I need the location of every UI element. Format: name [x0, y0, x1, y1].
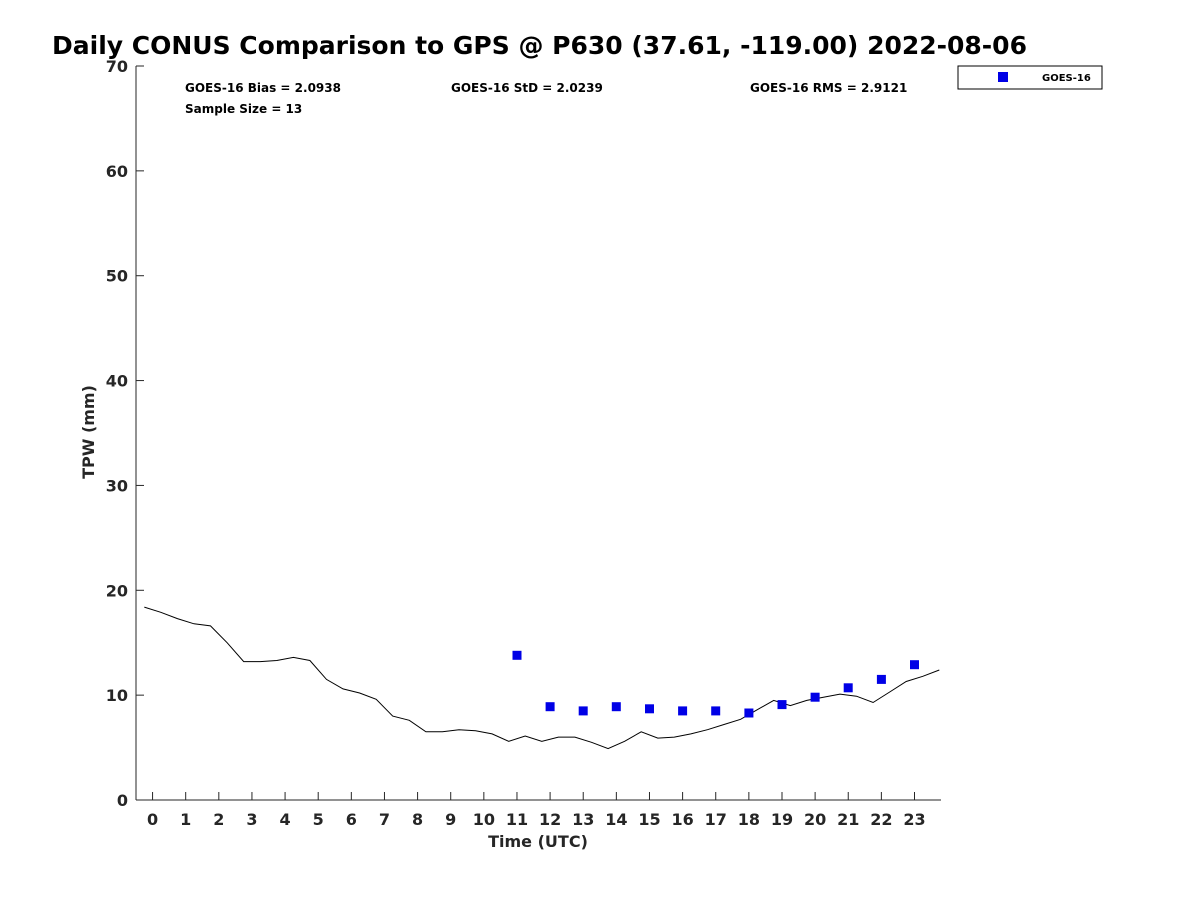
y-tick-label-6: 60	[106, 162, 128, 181]
x-tick-label-14: 14	[605, 810, 627, 829]
gps-tpw-line	[144, 606, 940, 750]
goes16-point-3	[611, 702, 621, 712]
goes16-point-2	[578, 706, 588, 716]
y-tick-label-7: 70	[106, 57, 128, 76]
y-tick-label-0: 0	[117, 791, 128, 810]
chart-title: Daily CONUS Comparison to GPS @ P630 (37…	[52, 31, 1027, 60]
x-tick-label-3: 3	[246, 810, 257, 829]
x-tick-label-7: 7	[379, 810, 390, 829]
y-tick-label-5: 50	[106, 267, 128, 286]
goes16-point-4	[645, 704, 654, 714]
x-tick-label-23: 23	[903, 810, 925, 829]
x-tick-label-11: 11	[506, 810, 528, 829]
y-tick-label-3: 30	[106, 476, 128, 495]
x-tick-label-20: 20	[804, 810, 826, 829]
legend-marker-goes16	[998, 72, 1008, 82]
x-tick-label-1: 1	[180, 810, 191, 829]
goes16-point-11	[876, 674, 886, 684]
goes16-point-8	[777, 700, 787, 710]
stat-bias: GOES-16 Bias = 2.0938	[185, 81, 341, 95]
x-tick-label-2: 2	[213, 810, 224, 829]
x-tick-label-12: 12	[539, 810, 561, 829]
y-axis-label: TPW (mm)	[79, 385, 98, 479]
x-tick-label-0: 0	[147, 810, 158, 829]
goes16-point-9	[810, 692, 820, 702]
x-tick-label-10: 10	[473, 810, 495, 829]
x-tick-label-16: 16	[671, 810, 693, 829]
x-tick-label-9: 9	[445, 810, 456, 829]
x-tick-label-13: 13	[572, 810, 594, 829]
x-tick-label-19: 19	[771, 810, 793, 829]
stat-std: GOES-16 StD = 2.0239	[451, 81, 603, 95]
y-tick-label-1: 10	[106, 686, 128, 705]
x-axis-label: Time (UTC)	[488, 832, 588, 851]
goes16-point-6	[711, 706, 721, 716]
legend: GOES-16	[957, 65, 1103, 90]
x-tick-label-18: 18	[738, 810, 760, 829]
x-tick-label-8: 8	[412, 810, 423, 829]
x-tick-label-4: 4	[280, 810, 291, 829]
y-tick-label-2: 20	[106, 581, 128, 600]
goes16-point-5	[678, 706, 688, 716]
goes16-point-10	[843, 683, 853, 693]
x-tick-label-17: 17	[705, 810, 727, 829]
x-tick-label-6: 6	[346, 810, 357, 829]
stat-sample-size: Sample Size = 13	[185, 102, 302, 116]
x-tick-label-15: 15	[638, 810, 660, 829]
goes16-point-0	[512, 650, 522, 660]
legend-label-goes16: GOES-16	[1042, 73, 1091, 84]
y-tick-label-4: 40	[106, 372, 128, 391]
goes16-point-12	[910, 660, 919, 670]
x-tick-label-22: 22	[870, 810, 892, 829]
stat-rms: GOES-16 RMS = 2.9121	[750, 81, 907, 95]
x-tick-label-5: 5	[313, 810, 324, 829]
goes16-point-1	[545, 702, 555, 712]
x-tick-label-21: 21	[837, 810, 859, 829]
goes16-point-7	[744, 708, 754, 718]
legend-box	[957, 65, 1103, 90]
